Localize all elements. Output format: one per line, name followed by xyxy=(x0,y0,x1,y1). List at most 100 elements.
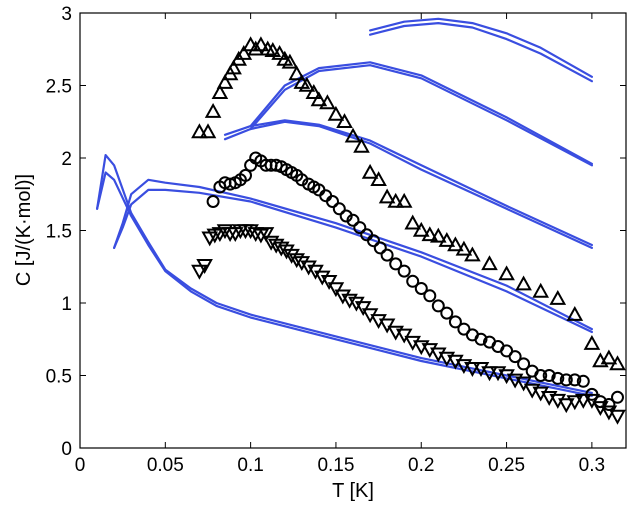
data-point xyxy=(344,127,362,143)
data-point xyxy=(423,289,437,303)
data-point xyxy=(421,226,439,242)
data-point xyxy=(216,224,234,240)
data-point xyxy=(464,362,481,377)
data-point xyxy=(319,94,336,110)
data-point xyxy=(551,371,565,385)
data-point xyxy=(252,36,270,52)
y-tick-label: 0 xyxy=(61,439,72,460)
data-point xyxy=(367,234,380,248)
data-point xyxy=(273,241,290,257)
data-point xyxy=(515,275,532,291)
data-point xyxy=(373,241,387,255)
series-circle xyxy=(206,151,624,411)
data-point xyxy=(326,195,339,208)
data-point xyxy=(395,328,413,344)
x-tick-label: 0.3 xyxy=(579,455,605,476)
data-point xyxy=(566,305,584,321)
data-point xyxy=(430,227,447,243)
data-point xyxy=(346,213,360,227)
data-point xyxy=(336,113,353,128)
axis-ticks xyxy=(79,12,626,449)
data-point xyxy=(305,84,323,99)
data-point xyxy=(380,248,394,262)
data-point xyxy=(412,221,430,237)
data-point xyxy=(481,366,498,382)
data-point xyxy=(600,349,618,365)
data-point xyxy=(457,322,471,336)
data-point xyxy=(334,289,352,305)
data-point xyxy=(464,246,481,262)
data-point xyxy=(575,393,592,409)
y-tick-label: 2 xyxy=(61,149,72,170)
data-point xyxy=(583,393,601,409)
data-point xyxy=(542,369,556,382)
x-tick-label: 0.25 xyxy=(488,455,525,476)
data-point xyxy=(196,259,213,274)
data-point xyxy=(448,315,462,329)
data-point xyxy=(534,369,548,382)
data-point xyxy=(361,163,379,179)
data-point xyxy=(310,91,328,107)
data-point xyxy=(378,188,396,204)
data-point xyxy=(283,248,300,264)
data-point xyxy=(353,137,370,153)
data-point xyxy=(314,270,331,286)
data-point xyxy=(298,76,316,92)
data-point xyxy=(559,373,573,387)
data-point xyxy=(406,274,420,288)
data-point xyxy=(206,195,220,208)
data-point xyxy=(295,173,309,187)
data-point xyxy=(517,357,531,371)
data-point xyxy=(370,171,387,186)
data-point xyxy=(327,282,345,298)
data-point xyxy=(498,265,515,281)
data-point xyxy=(235,44,253,60)
data-point xyxy=(191,123,208,139)
data-point xyxy=(264,42,282,57)
data-point xyxy=(568,373,582,387)
data-point xyxy=(438,232,456,247)
data-point xyxy=(242,224,259,240)
y-tick-label: 2.5 xyxy=(46,77,72,98)
data-point xyxy=(566,395,584,411)
data-point xyxy=(211,84,229,99)
data-point xyxy=(404,214,421,230)
data-point xyxy=(332,202,346,216)
data-point xyxy=(281,53,299,69)
data-point xyxy=(397,264,411,278)
model-curve-5 xyxy=(223,120,594,249)
data-point xyxy=(389,257,403,271)
data-point xyxy=(455,240,473,256)
data-point xyxy=(327,105,345,121)
data-point xyxy=(320,275,338,290)
data-point xyxy=(395,192,413,208)
model-curve-1 xyxy=(95,171,594,397)
data-point xyxy=(288,65,305,81)
data-point xyxy=(293,256,311,272)
data-point xyxy=(440,306,454,320)
model-curve-6 xyxy=(223,119,594,247)
data-point xyxy=(278,244,295,260)
model-curve-3 xyxy=(112,178,594,331)
data-point xyxy=(353,221,367,235)
data-point xyxy=(387,192,404,208)
data-point xyxy=(558,398,575,414)
data-point xyxy=(271,44,288,60)
data-point xyxy=(339,209,353,223)
data-point xyxy=(481,255,498,271)
data-point xyxy=(602,398,616,411)
model-curve-9 xyxy=(369,22,594,83)
data-point xyxy=(341,293,358,309)
model-curve-8 xyxy=(249,61,594,165)
data-point xyxy=(474,332,488,346)
model-curve-7 xyxy=(249,64,594,167)
model-curve-10 xyxy=(369,17,594,78)
x-tick-label: 0.1 xyxy=(237,455,263,476)
data-point xyxy=(354,301,372,317)
data-point xyxy=(288,253,305,269)
data-point xyxy=(348,296,365,312)
y-axis-label: C [J/(K·mol)] xyxy=(13,174,35,286)
data-point xyxy=(300,260,317,276)
series-triangle-up xyxy=(191,36,626,371)
